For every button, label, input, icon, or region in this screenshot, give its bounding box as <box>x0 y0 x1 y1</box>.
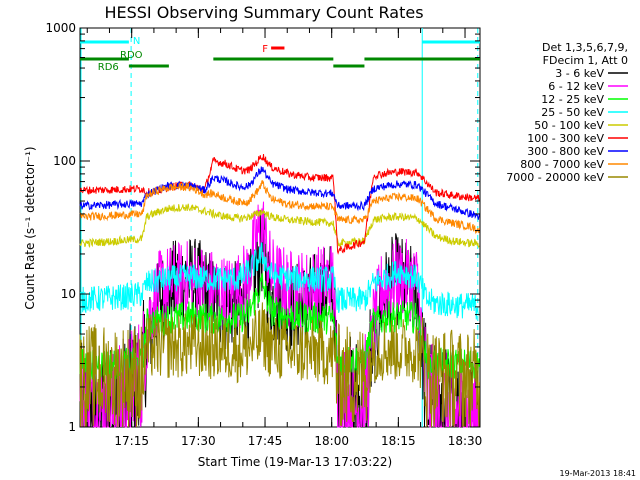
x-tick-label: 17:45 <box>248 434 283 448</box>
legend-header: Det 1,3,5,6,7,9, <box>542 41 628 54</box>
footer-date: 19-Mar-2013 18:41 <box>560 469 637 478</box>
y-axis: 1 10 100 1000 <box>45 21 480 434</box>
series-800-7000-kev <box>79 179 480 235</box>
legend-label: 25 - 50 keV <box>541 106 604 119</box>
flag-label-rd6: RD6 <box>98 62 119 73</box>
series-7000-20000-kev <box>79 302 480 428</box>
flag-label-f: F <box>262 44 268 55</box>
plot-frame <box>79 27 481 428</box>
chart-title: HESSI Observing Summary Count Rates <box>104 3 423 22</box>
legend-label: 12 - 25 keV <box>541 93 604 106</box>
x-tick-label: 18:15 <box>381 434 416 448</box>
y-tick-label: 10 <box>61 287 76 301</box>
flag-label-n: N <box>133 36 140 47</box>
series-50-100-kev <box>79 203 480 249</box>
legend-label: 100 - 300 keV <box>527 132 604 145</box>
flag-label-rdo: RDO <box>120 50 143 61</box>
x-tick-label: 18:30 <box>448 434 483 448</box>
x-axis-label: Start Time (19-Mar-13 17:03:22) <box>198 455 392 469</box>
legend-label: 800 - 7000 keV <box>520 158 604 171</box>
x-axis: 17:15 17:30 17:45 18:00 18:15 18:30 <box>86 28 483 448</box>
series-25-50-kev <box>79 242 480 320</box>
y-tick-label: 1000 <box>45 21 76 35</box>
x-tick-label: 18:00 <box>314 434 349 448</box>
legend-label: 50 - 100 keV <box>534 119 604 132</box>
series-100-300-kev <box>79 153 480 255</box>
legend: Det 1,3,5,6,7,9,FDecim 1, Att 03 - 6 keV… <box>506 41 628 184</box>
legend-label: 6 - 12 keV <box>548 80 604 93</box>
y-axis-label: Count Rate (s⁻¹ detector⁻¹) <box>23 146 37 309</box>
x-tick-label: 17:30 <box>181 434 216 448</box>
y-tick-label: 1 <box>68 420 76 434</box>
legend-label: 7000 - 20000 keV <box>506 171 604 184</box>
x-tick-label: 17:15 <box>114 434 149 448</box>
legend-label: 3 - 6 keV <box>555 67 604 80</box>
legend-header: FDecim 1, Att 0 <box>543 54 628 67</box>
legend-label: 300 - 800 keV <box>527 145 604 158</box>
series-layer <box>79 153 480 428</box>
y-tick-label: 100 <box>53 154 76 168</box>
